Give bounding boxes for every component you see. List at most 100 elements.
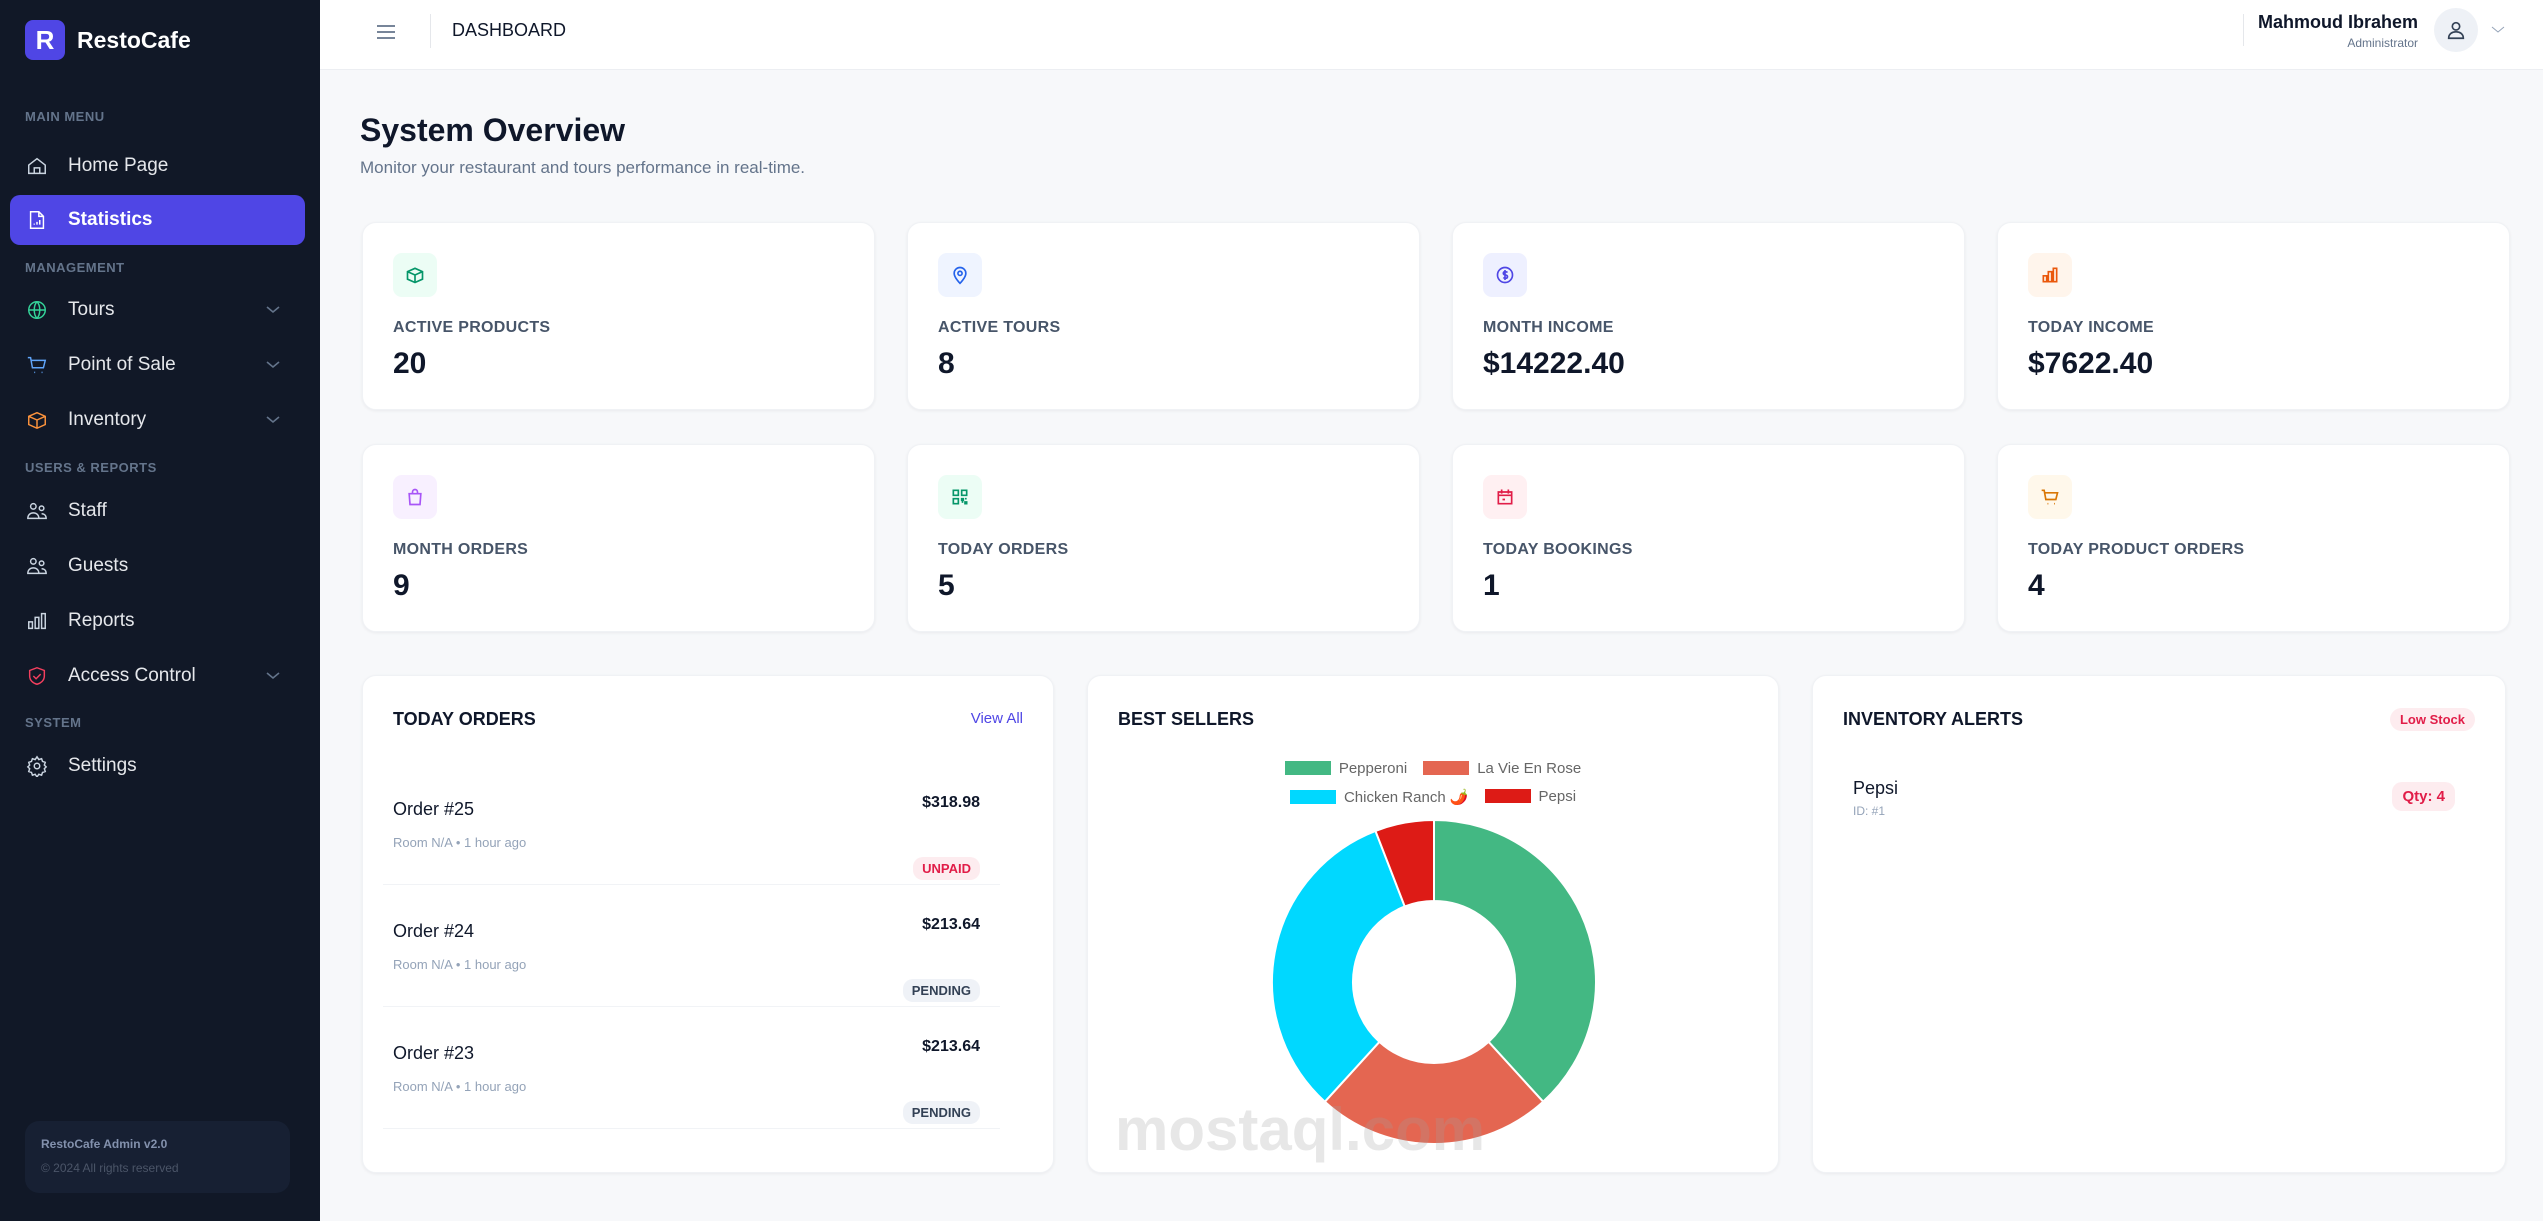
order-price: $318.98 <box>922 794 980 811</box>
sidebar-item-access-control[interactable]: Access Control <box>10 651 305 701</box>
stat-icon-tile <box>2028 253 2072 297</box>
today-orders-card: TODAY ORDERS View All Order #25 Room N/A… <box>362 675 1384 1173</box>
copyright-text: © 2024 All rights reserved <box>41 1161 179 1175</box>
app-name: RestoCafe <box>77 26 191 53</box>
sidebar-item-settings[interactable]: Settings <box>10 741 305 791</box>
stat-icon-tile <box>1483 253 1527 297</box>
sidebar-item-reports[interactable]: Reports <box>10 596 305 646</box>
sidebar-item-tours[interactable]: Tours <box>10 285 305 335</box>
qty-badge: Qty: 4 <box>2392 782 2455 811</box>
view-all-link[interactable]: View All <box>970 710 1023 727</box>
stat-card-today-orders: TODAY ORDERS 5 <box>907 444 1420 632</box>
card-title: INVENTORY ALERTS <box>1843 709 2024 729</box>
legend-label: Pepsi <box>1538 788 1577 805</box>
low-stock-badge: Low Stock <box>2389 708 2475 731</box>
top-header: DASHBOARD Mahmoud Ibrahem Administrator <box>320 0 2543 70</box>
order-price: $213.64 <box>922 1038 980 1055</box>
order-row[interactable]: Order #23 Room N/A • 1 hour ago $213.64 … <box>383 1011 1000 1129</box>
stat-label: MONTH ORDERS <box>393 541 529 558</box>
logo-mark: R <box>25 20 65 60</box>
sidebar-item-label: Reports <box>68 610 135 631</box>
legend-item[interactable]: Pepperoni <box>1284 760 1407 777</box>
stat-label: ACTIVE PRODUCTS <box>393 319 551 336</box>
header-title: DASHBOARD <box>452 20 567 40</box>
stat-label: TODAY BOOKINGS <box>1483 541 1633 558</box>
order-row[interactable]: Order #25 Room N/A • 1 hour ago $318.98 … <box>383 767 1000 885</box>
order-number: Order #25 <box>393 799 475 819</box>
sidebar: R RestoCafe MAIN MENU Home Page Statisti… <box>0 0 320 1221</box>
stat-icon-tile <box>393 253 437 297</box>
sidebar-item-point-of-sale[interactable]: Point of Sale <box>10 340 305 390</box>
report-file-icon <box>29 211 45 229</box>
page-subtitle: Monitor your restaurant and tours perfor… <box>360 158 806 177</box>
user-icon <box>2447 21 2465 40</box>
donut-chart <box>1271 818 1597 1145</box>
best-sellers-card: BEST SELLERS Pepperoni La Vie En Rose Chi… <box>1087 675 1779 1173</box>
users-icon <box>27 502 47 520</box>
sidebar-item-guests[interactable]: Guests <box>10 541 305 591</box>
legend-swatch <box>1284 761 1331 775</box>
donut-slice-la-vie-en-rose[interactable] <box>1323 1040 1545 1145</box>
stat-label: ACTIVE TOURS <box>938 319 1061 336</box>
header-divider <box>2243 14 2244 46</box>
chevron-down-icon[interactable] <box>2490 22 2506 38</box>
user-role: Administrator <box>2347 36 2418 50</box>
stat-icon-tile <box>938 475 982 519</box>
donut-slice-pepsi[interactable] <box>1374 818 1435 908</box>
stat-card-today-income: TODAY INCOME $7622.40 <box>1997 222 2510 410</box>
donut-slice-chicken-ranch[interactable] <box>1271 829 1407 1104</box>
donut-slice-pepperoni[interactable] <box>1433 818 1597 1104</box>
chevron-down-icon <box>266 672 280 680</box>
shield-check-icon <box>28 666 46 686</box>
section-main-menu: MAIN MENU <box>25 109 105 124</box>
sidebar-item-label: Home Page <box>68 155 169 176</box>
stat-label: MONTH INCOME <box>1483 319 1614 336</box>
stat-label: TODAY ORDERS <box>938 541 1069 558</box>
hamburger-menu-icon[interactable] <box>374 20 398 44</box>
stat-value: 9 <box>393 569 410 602</box>
stat-card-month-orders: MONTH ORDERS 9 <box>362 444 875 632</box>
stat-card-month-income: MONTH INCOME $14222.40 <box>1452 222 1965 410</box>
avatar[interactable] <box>2434 8 2478 52</box>
sidebar-item-label: Point of Sale <box>68 354 176 375</box>
legend-swatch <box>1423 761 1470 775</box>
legend-item[interactable]: Chicken Ranch 🌶️ <box>1289 788 1469 806</box>
chevron-down-icon <box>266 361 280 369</box>
app-logo[interactable]: R RestoCafe <box>25 20 191 60</box>
sidebar-item-label: Guests <box>68 555 129 576</box>
users-icon <box>27 557 47 575</box>
order-row[interactable]: Order #24 Room N/A • 1 hour ago $213.64 … <box>383 889 1000 1007</box>
home-icon <box>28 157 46 175</box>
stat-label: TODAY PRODUCT ORDERS <box>2028 541 2245 558</box>
stat-card-today-product-orders: TODAY PRODUCT ORDERS 4 <box>1997 444 2510 632</box>
legend-item[interactable]: La Vie En Rose <box>1423 760 1581 777</box>
user-name: Mahmoud Ibrahem <box>2257 12 2418 32</box>
sidebar-item-statistics[interactable]: Statistics <box>10 195 305 245</box>
cart-icon <box>2041 489 2059 505</box>
sidebar-item-label: Inventory <box>68 409 147 430</box>
bar-chart-icon <box>28 612 46 630</box>
stat-value: $7622.40 <box>2028 347 2154 380</box>
chevron-down-icon <box>266 416 280 424</box>
card-title: TODAY ORDERS <box>393 709 536 729</box>
globe-icon <box>28 301 46 319</box>
card-title: BEST SELLERS <box>1118 709 1255 729</box>
stat-card-active-tours: ACTIVE TOURS 8 <box>907 222 1420 410</box>
stat-value: 20 <box>393 347 427 380</box>
stat-value: 8 <box>938 347 955 380</box>
header-divider <box>430 14 431 48</box>
stat-icon-tile <box>1483 475 1527 519</box>
stat-icon-tile <box>2028 475 2072 519</box>
sidebar-item-inventory[interactable]: Inventory <box>10 395 305 445</box>
sidebar-item-staff[interactable]: Staff <box>10 486 305 536</box>
map-pin-icon <box>953 266 967 285</box>
stat-value: 5 <box>938 569 955 602</box>
qr-code-icon <box>952 489 968 505</box>
legend-item[interactable]: Pepsi <box>1484 788 1577 806</box>
item-name: Pepsi <box>1853 778 1899 798</box>
shopping-bag-icon <box>408 488 422 506</box>
gear-icon <box>26 755 48 777</box>
stat-card-today-bookings: TODAY BOOKINGS 1 <box>1452 444 1965 632</box>
order-number: Order #24 <box>393 921 475 941</box>
sidebar-item-home-page[interactable]: Home Page <box>10 141 305 191</box>
